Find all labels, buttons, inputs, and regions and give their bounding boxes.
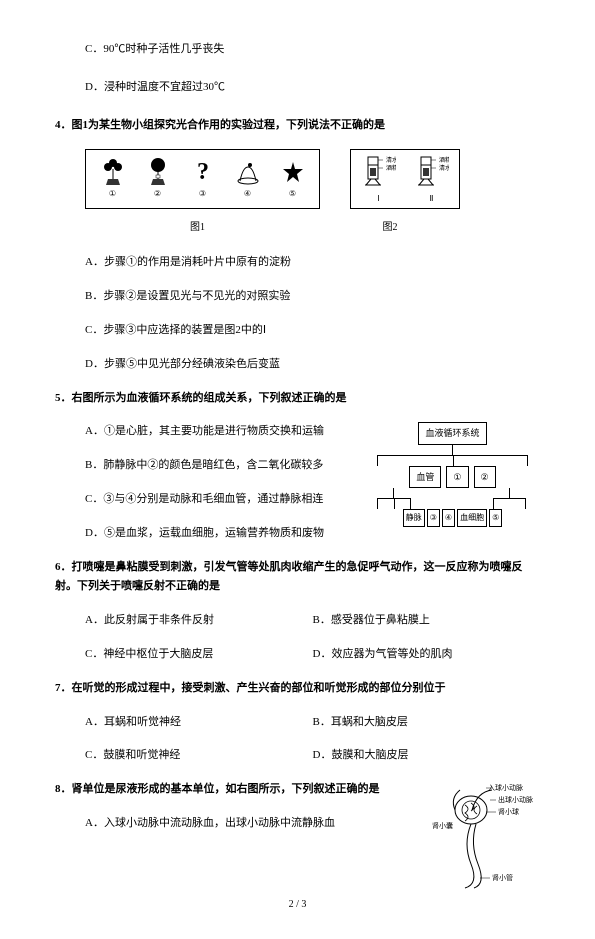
svg-text:清水: 清水	[386, 156, 396, 164]
label-out-arteriole: 出球小动脉	[498, 795, 533, 804]
fig1-label: 图1	[85, 219, 310, 237]
fig1-step-1: ①	[97, 157, 129, 201]
q7-stem: 7．在听觉的形成过程中，接受刺激、产生兴奋的部位和听觉形成的部位分别位于	[55, 679, 540, 699]
figure-1: ① ② ? ③ ④ ⑤	[85, 149, 320, 209]
svg-text:?: ?	[197, 159, 209, 185]
label-tubule: 肾小管	[492, 873, 513, 882]
q6-stem: 6．打喷嚏是鼻粘膜受到刺激，引发气管等处肌肉收缩产生的急促呼气动作，这一反应称为…	[55, 558, 540, 598]
q4-option-d: D．步骤⑤中见光部分经碘液染色后变蓝	[85, 355, 540, 375]
label-glomerulus: 肾小球	[498, 807, 519, 816]
fig2-label: 图2	[340, 219, 440, 237]
q5-stem: 5．右图所示为血液循环系统的组成关系，下列叙述正确的是	[55, 389, 540, 409]
figure-2: 清水 酒精 Ⅰ 酒精 清水 Ⅱ	[350, 149, 460, 209]
q7-option-a: A．耳蜗和听觉神经	[85, 713, 313, 733]
label-in-arteriole: 入球小动脉	[488, 783, 523, 792]
fig1-step-5: ⑤	[277, 157, 309, 201]
svg-text:酒精: 酒精	[439, 156, 449, 164]
q4-figures: ① ② ? ③ ④ ⑤ 清水 酒精 Ⅰ	[85, 149, 540, 209]
fig1-step-4: ④	[232, 157, 264, 201]
blood-system-diagram: 血液循环系统 血管 ① ② 静脉 ③ ④ 血细胞 ⑤	[365, 422, 540, 527]
q4-stem: 4．图1为某生物小组探究光合作用的实验过程，下列说法不正确的是	[55, 116, 540, 136]
q3-option-c: C．90℃时种子活性几乎丧失	[85, 40, 540, 60]
svg-text:清水: 清水	[439, 164, 449, 172]
q4-option-b: B．步骤②是设置见光与不见光的对照实验	[85, 287, 540, 307]
q6-option-c: C．神经中枢位于大脑皮层	[85, 645, 313, 665]
q4-option-c: C．步骤③中应选择的装置是图2中的Ⅰ	[85, 321, 540, 341]
fig1-step-3: ? ③	[187, 157, 219, 201]
page-footer: 2 / 3	[55, 896, 540, 914]
kidney-diagram: 入球小动脉 出球小动脉 肾小球 肾小囊 肾小管	[430, 780, 540, 895]
q4-option-a: A．步骤①的作用是消耗叶片中原有的淀粉	[85, 253, 540, 273]
fig1-step-2: ②	[142, 157, 174, 201]
q7-option-d: D．鼓膜和大脑皮层	[313, 746, 541, 766]
q6-option-b: B．感受器位于鼻粘膜上	[313, 611, 541, 631]
q3-option-d: D．浸种时温度不宜超过30℃	[85, 78, 540, 98]
q7-option-b: B．耳蜗和大脑皮层	[313, 713, 541, 733]
q6-option-d: D．效应器为气管等处的肌肉	[313, 645, 541, 665]
fig2-device-1: 清水 酒精 Ⅰ	[363, 152, 395, 206]
svg-text:酒精: 酒精	[386, 164, 396, 172]
q7-option-c: C．鼓膜和听觉神经	[85, 746, 313, 766]
fig2-device-2: 酒精 清水 Ⅱ	[416, 152, 448, 206]
q6-option-a: A．此反射属于非条件反射	[85, 611, 313, 631]
figure-labels: 图1 图2	[85, 219, 540, 237]
